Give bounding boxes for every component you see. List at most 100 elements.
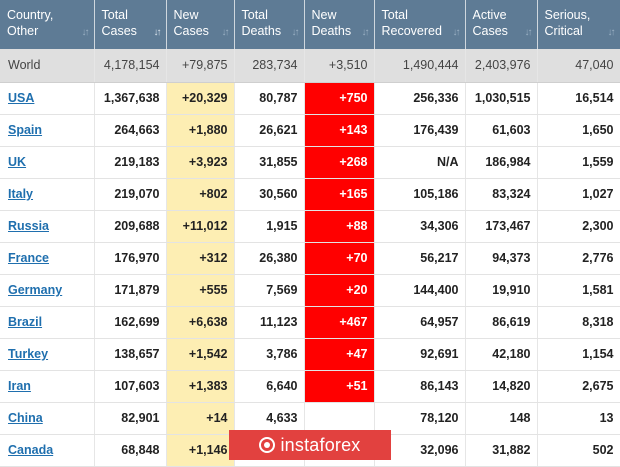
sort-arrows-icon[interactable]: ↓↑: [607, 27, 616, 38]
country-link[interactable]: China: [8, 411, 43, 425]
cell-serious-critical: 1,650: [537, 114, 620, 147]
table-row: Turkey 138,657 +1,542 3,786 +47 92,691 42,180 1…: [0, 338, 620, 371]
column-header-new-cases[interactable]: New Cases ↓↑: [166, 0, 235, 49]
cell-total-recovered: 34,306: [374, 210, 466, 243]
sort-arrows-icon[interactable]: ↓↑: [221, 27, 230, 38]
country-link[interactable]: Germany: [8, 283, 63, 297]
column-header-line2: Cases: [173, 24, 209, 38]
cell-total-cases: 107,603: [94, 370, 167, 403]
country-link[interactable]: Turkey: [8, 347, 49, 361]
sort-arrows-icon[interactable]: ↓↑: [524, 27, 533, 38]
cell-total-deaths: 7,569: [234, 274, 305, 307]
table-row: Brazil 162,699 +6,638 11,123 +467 64,957 86,61…: [0, 306, 620, 339]
country-link[interactable]: France: [8, 251, 49, 265]
cell-total-deaths: 26,380: [234, 242, 305, 275]
cell-country: China: [0, 402, 95, 435]
cell-active-cases: 148: [465, 402, 538, 435]
cell-serious-critical: 16,514: [537, 82, 620, 115]
cell-country: USA: [0, 82, 95, 115]
cell-total-recovered: 144,400: [374, 274, 466, 307]
column-header-new-deaths[interactable]: New Deaths ↓↑: [304, 0, 375, 49]
country-link[interactable]: Brazil: [8, 315, 43, 329]
column-header-line1: Total: [381, 8, 408, 22]
world-new-cases: +79,875: [166, 49, 235, 83]
cell-new-cases: +3,923: [166, 146, 235, 179]
country-link[interactable]: USA: [8, 91, 35, 105]
cell-new-cases: +11,012: [166, 210, 235, 243]
country-link[interactable]: Iran: [8, 379, 31, 393]
world-new-deaths: +3,510: [304, 49, 375, 83]
cell-new-cases: +802: [166, 178, 235, 211]
column-header-total-recovered[interactable]: Total Recovered ↓↑: [374, 0, 466, 49]
column-header-line1: Serious,: [544, 8, 591, 22]
cell-serious-critical: 1,027: [537, 178, 620, 211]
cell-serious-critical: 2,675: [537, 370, 620, 403]
column-header-line2: Deaths: [311, 24, 352, 38]
sort-arrows-icon[interactable]: ↓↑: [452, 27, 461, 38]
world-active-cases: 2,403,976: [465, 49, 538, 83]
column-header-line2: Deaths: [241, 24, 282, 38]
cell-total-deaths: 80,787: [234, 82, 305, 115]
cell-country: Turkey: [0, 338, 95, 371]
country-link[interactable]: UK: [8, 155, 27, 169]
cell-active-cases: 19,910: [465, 274, 538, 307]
table-body: World 4,178,154 +79,875 283,734 +3,510 1…: [0, 49, 620, 467]
cell-total-cases: 162,699: [94, 306, 167, 339]
column-header-line2: Recovered: [381, 24, 442, 38]
sort-arrows-icon[interactable]: ↓↑: [153, 27, 162, 38]
column-header-line1: Country,: [7, 8, 54, 22]
column-header-total-cases[interactable]: Total Cases ↓↑: [94, 0, 167, 49]
cell-new-deaths: +143: [304, 114, 375, 147]
cell-total-recovered: 86,143: [374, 370, 466, 403]
column-header-country[interactable]: Country, Other ↓↑: [0, 0, 95, 49]
table-row: China 82,901 +14 4,633 78,120 148 13: [0, 402, 620, 435]
cell-total-recovered: 256,336: [374, 82, 466, 115]
cell-total-cases: 1,367,638: [94, 82, 167, 115]
sort-arrows-icon[interactable]: ↓↑: [361, 27, 370, 38]
cell-total-deaths: 11,123: [234, 306, 305, 339]
column-header-total-deaths[interactable]: Total Deaths ↓↑: [234, 0, 305, 49]
cell-active-cases: 1,030,515: [465, 82, 538, 115]
cell-new-deaths: +51: [304, 370, 375, 403]
cell-new-cases: +20,329: [166, 82, 235, 115]
column-header-line2: Cases: [472, 24, 508, 38]
sort-arrows-icon[interactable]: ↓↑: [291, 27, 300, 38]
cell-active-cases: 61,603: [465, 114, 538, 147]
cell-new-cases: +1,880: [166, 114, 235, 147]
cell-active-cases: 31,882: [465, 434, 538, 467]
cell-total-recovered: 105,186: [374, 178, 466, 211]
table-row: USA 1,367,638 +20,329 80,787 +750 256,336 1,03…: [0, 82, 620, 115]
sort-arrows-icon[interactable]: ↓↑: [81, 27, 90, 38]
country-link[interactable]: Russia: [8, 219, 49, 233]
cell-country: Germany: [0, 274, 95, 307]
cell-new-deaths: +467: [304, 306, 375, 339]
cell-active-cases: 186,984: [465, 146, 538, 179]
column-header-line1: Total: [241, 8, 268, 22]
cell-total-cases: 68,848: [94, 434, 167, 467]
country-link[interactable]: Italy: [8, 187, 34, 201]
cell-serious-critical: 13: [537, 402, 620, 435]
country-link[interactable]: Spain: [8, 123, 43, 137]
column-header-line1: New: [173, 8, 199, 22]
world-row: World 4,178,154 +79,875 283,734 +3,510 1…: [0, 49, 620, 83]
cell-total-deaths: 3,786: [234, 338, 305, 371]
cell-country: UK: [0, 146, 95, 179]
cell-serious-critical: 1,559: [537, 146, 620, 179]
world-total-cases: 4,178,154: [94, 49, 167, 83]
table-header-row: Country, Other ↓↑ Total Cases ↓↑ New Cases ↓↑ Tot…: [0, 0, 620, 49]
cell-active-cases: 94,373: [465, 242, 538, 275]
column-header-line1: New: [311, 8, 337, 22]
cell-country: Spain: [0, 114, 95, 147]
world-total-recovered: 1,490,444: [374, 49, 466, 83]
column-header-serious-critical[interactable]: Serious, Critical ↓↑: [537, 0, 620, 49]
column-header-active-cases[interactable]: Active Cases ↓↑: [465, 0, 538, 49]
country-link[interactable]: Canada: [8, 443, 54, 457]
table-row: France 176,970 +312 26,380 +70 56,217 94,373 2,…: [0, 242, 620, 275]
table-row: Spain 264,663 +1,880 26,621 +143 176,439 61,60…: [0, 114, 620, 147]
cell-total-recovered: N/A: [374, 146, 466, 179]
cell-new-cases: +14: [166, 402, 235, 435]
cell-new-deaths: +47: [304, 338, 375, 371]
cell-country: Italy: [0, 178, 95, 211]
cell-serious-critical: 2,300: [537, 210, 620, 243]
